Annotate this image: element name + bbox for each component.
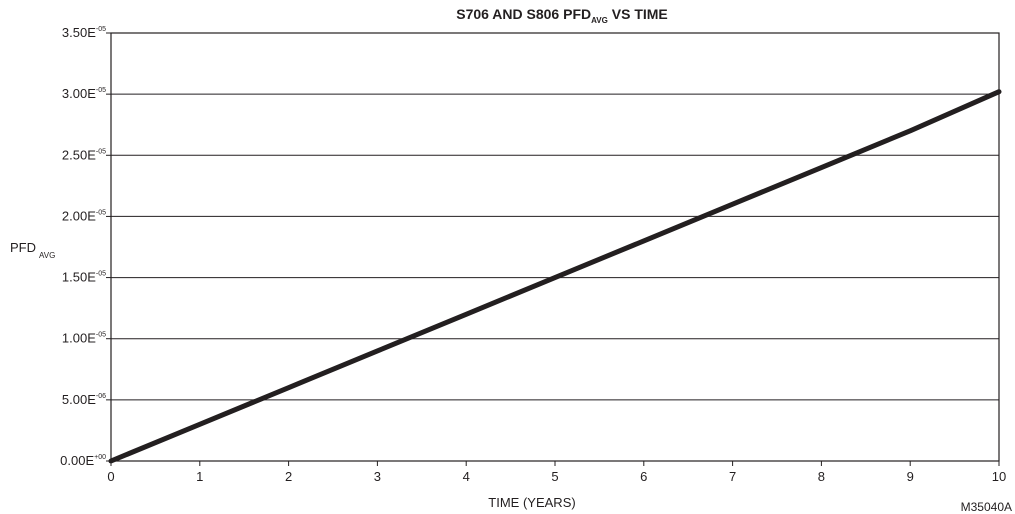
y-tick-exponent: -05 bbox=[96, 271, 106, 278]
plot-area-frame bbox=[110, 32, 1000, 462]
chart-title-main: S706 AND S806 PFD bbox=[456, 6, 591, 22]
chart-title-suffix: VS TIME bbox=[608, 6, 668, 22]
x-tick-label: 7 bbox=[729, 469, 736, 484]
y-tick-label: 5.00E-06 bbox=[62, 392, 106, 407]
x-tick-label: 5 bbox=[551, 469, 558, 484]
y-tick-exponent: -06 bbox=[96, 393, 106, 400]
x-axis-label: TIME (YEARS) bbox=[488, 495, 575, 510]
x-tick-label: 10 bbox=[992, 469, 1006, 484]
x-tick-label: 3 bbox=[374, 469, 381, 484]
x-tick-label: 6 bbox=[640, 469, 647, 484]
y-tick-label: 0.00E+00 bbox=[60, 453, 106, 468]
y-tick-mantissa: 1.00E bbox=[62, 331, 96, 346]
y-tick-mantissa: 2.50E bbox=[62, 147, 96, 162]
x-tick-label: 9 bbox=[907, 469, 914, 484]
y-tick-exponent: +00 bbox=[94, 454, 106, 461]
y-tick-exponent: -05 bbox=[96, 209, 106, 216]
y-tick-label: 3.00E-05 bbox=[62, 86, 106, 101]
x-tick-label: 0 bbox=[107, 469, 114, 484]
y-tick-mantissa: 0.00E bbox=[60, 453, 94, 468]
y-tick-mantissa: 3.00E bbox=[62, 86, 96, 101]
x-tick-label: 4 bbox=[463, 469, 470, 484]
y-tick-exponent: -05 bbox=[96, 148, 106, 155]
horizontal-gridlines bbox=[111, 93, 999, 401]
y-axis-label: PFDAVG bbox=[10, 240, 55, 260]
figure-id: M35040A bbox=[961, 500, 1012, 514]
x-tick-label: 1 bbox=[196, 469, 203, 484]
x-tick-label: 2 bbox=[285, 469, 292, 484]
y-tick-exponent: -05 bbox=[96, 332, 106, 339]
chart-title: S706 AND S806 PFDAVG VS TIME bbox=[456, 6, 668, 25]
y-tick-label: 2.00E-05 bbox=[62, 208, 106, 223]
y-tick-label: 3.50E-05 bbox=[62, 25, 106, 40]
y-axis-label-main: PFD bbox=[10, 240, 36, 255]
x-tick-label: 8 bbox=[818, 469, 825, 484]
y-axis-ticks: 0.00E+005.00E-061.00E-051.50E-052.00E-05… bbox=[60, 25, 111, 468]
y-tick-exponent: -05 bbox=[96, 26, 106, 33]
y-tick-label: 1.00E-05 bbox=[62, 331, 106, 346]
y-tick-label: 1.50E-05 bbox=[62, 270, 106, 285]
pfd-avg-series-line bbox=[108, 89, 1002, 464]
y-tick-exponent: -05 bbox=[96, 87, 106, 94]
y-tick-mantissa: 3.50E bbox=[62, 25, 96, 40]
y-axis-label-subscript: AVG bbox=[39, 251, 55, 260]
x-axis-ticks: 0 1 2 3 4 5 6 7 8 9 10 bbox=[107, 461, 1006, 484]
chart-title-subscript: AVG bbox=[591, 16, 608, 25]
y-tick-mantissa: 1.50E bbox=[62, 270, 96, 285]
y-tick-mantissa: 2.00E bbox=[62, 208, 96, 223]
y-tick-label: 2.50E-05 bbox=[62, 147, 106, 162]
y-tick-mantissa: 5.00E bbox=[62, 392, 96, 407]
